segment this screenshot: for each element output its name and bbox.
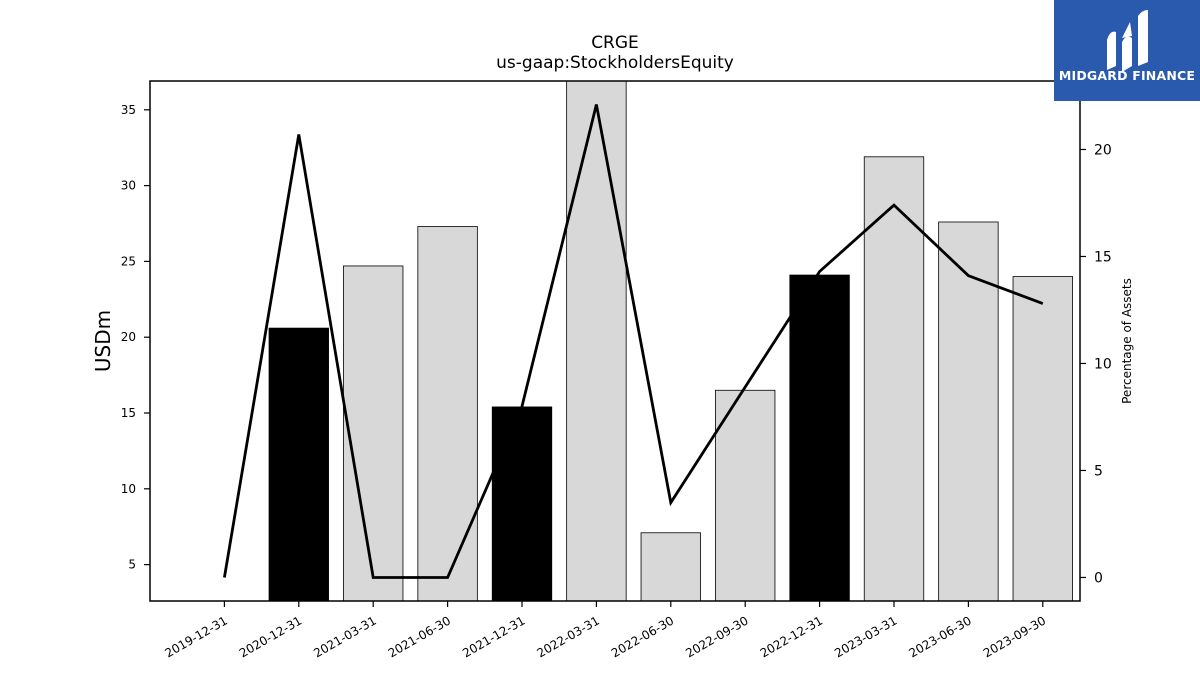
logo-text: MIDGARD FINANCE	[1058, 68, 1196, 83]
bar-2023-06-30	[938, 221, 999, 602]
x-tick-label: 2021-12-31	[460, 613, 527, 660]
bars-layer	[268, 80, 1073, 602]
y2-tick-label: 20	[1094, 142, 1112, 158]
y-tick-label: 30	[121, 179, 136, 193]
x-tick-label: 2022-12-31	[758, 613, 825, 660]
chart-title: CRGE	[591, 33, 639, 53]
bar-2023-03-31	[863, 156, 925, 602]
bar-2020-12-31	[268, 327, 329, 602]
x-axis: 2019-12-31 2020-12-31 2021-03-31 2021-06-30…	[162, 601, 1048, 660]
y2-tick-label: 15	[1094, 249, 1112, 265]
bar-2022-12-31	[789, 274, 850, 602]
percentage-line	[223, 104, 1044, 579]
y2-tick-label: 10	[1094, 356, 1112, 372]
x-tick-label: 2023-03-31	[832, 613, 899, 660]
y2-axis-label: Percentage of Assets	[1120, 278, 1134, 404]
y-axis-label: USDm	[91, 310, 115, 372]
y2-tick-label: 5	[1094, 463, 1103, 479]
y-tick-label: 35	[121, 103, 136, 117]
x-tick-label: 2023-06-30	[906, 613, 973, 660]
plot-frame	[149, 80, 1081, 602]
x-tick-label: 2020-12-31	[237, 613, 304, 660]
x-tick-label: 2022-06-30	[609, 613, 676, 660]
y-tick-label: 25	[121, 254, 136, 268]
x-tick-label: 2022-09-30	[683, 613, 750, 660]
y2-tick-label: 0	[1094, 570, 1103, 586]
y-tick-label: 5	[128, 558, 136, 572]
bar-2022-03-31	[566, 80, 627, 602]
bar-2022-06-30	[640, 532, 701, 602]
x-tick-label: 2019-12-31	[162, 613, 229, 660]
x-tick-label: 2021-06-30	[386, 613, 453, 660]
chart-subtitle: us-gaap:StockholdersEquity	[496, 53, 734, 73]
line-layer	[223, 104, 1044, 579]
logo-mark-icon	[1107, 10, 1148, 72]
bar-2021-06-30	[417, 226, 478, 602]
bar-2022-09-30	[715, 389, 776, 602]
y-tick-label: 20	[121, 330, 136, 344]
x-tick-label: 2023-09-30	[981, 613, 1048, 660]
bar-2021-12-31	[491, 406, 553, 602]
y-axis-right: 0 5 10 15 20	[1080, 142, 1112, 586]
y-tick-label: 10	[121, 482, 136, 496]
y-tick-label: 15	[121, 406, 136, 420]
bar-2021-03-31	[343, 265, 404, 602]
x-tick-label: 2021-03-31	[311, 613, 378, 660]
brand-logo: MIDGARD FINANCE	[1054, 0, 1200, 101]
bar-2023-09-30	[1012, 276, 1073, 602]
x-tick-label: 2022-03-31	[534, 613, 601, 660]
y-axis-left: 5 10 15 20 25 30 35	[121, 103, 150, 572]
